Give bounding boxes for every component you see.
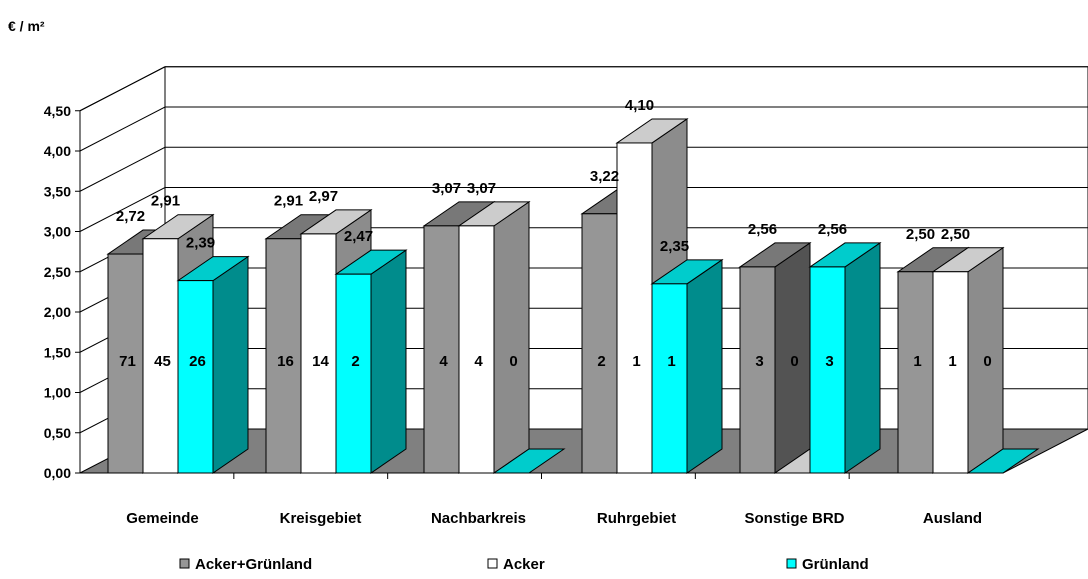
bar-side (686, 258, 723, 474)
bar (650, 258, 724, 474)
legend-swatch (179, 558, 190, 569)
count-label: 4 (439, 353, 448, 370)
count-label: 1 (632, 353, 640, 370)
value-label: 2,56 (818, 221, 847, 238)
x-category-label: Nachbarkreis (431, 510, 526, 527)
y-tick-label: 3,00 (44, 224, 71, 240)
value-label: 3,07 (432, 180, 461, 197)
x-category-label: Ausland (923, 510, 982, 527)
y-tick-label: 1,50 (44, 344, 71, 360)
value-label: 2,50 (906, 226, 935, 243)
bar (492, 448, 566, 474)
value-label: 3,07 (467, 180, 496, 197)
x-category-label: Gemeinde (126, 510, 199, 527)
count-label: 71 (119, 353, 136, 370)
bar-front (809, 266, 846, 474)
bar-front (458, 225, 495, 474)
bar-front (177, 280, 214, 474)
value-label: 2,91 (151, 193, 180, 210)
bar-front (581, 213, 618, 474)
count-label: 0 (509, 353, 517, 370)
bar (808, 241, 882, 474)
legend-label: Acker (503, 556, 545, 573)
bar-front (932, 271, 969, 474)
count-label: 3 (825, 353, 833, 370)
y-tick-label: 0,00 (44, 465, 71, 481)
count-label: 2 (351, 353, 359, 370)
bar (931, 246, 1005, 474)
count-label: 1 (667, 353, 675, 370)
legend-swatch (786, 558, 797, 569)
bar-front (142, 238, 179, 474)
value-label: 2,35 (660, 238, 689, 255)
count-label: 3 (755, 353, 763, 370)
value-label: 2,56 (748, 221, 777, 238)
bar-front (265, 238, 302, 474)
count-label: 0 (983, 353, 991, 370)
bar-front (897, 271, 934, 474)
legend-label: Grünland (802, 556, 869, 573)
count-label: 0 (790, 353, 798, 370)
count-label: 1 (948, 353, 956, 370)
bar-side (370, 249, 407, 474)
value-label: 4,10 (625, 97, 654, 114)
bar-top (492, 448, 566, 474)
legend-label: Acker+Grünland (195, 556, 312, 573)
y-tick-label: 1,00 (44, 385, 71, 401)
bar (457, 200, 531, 474)
y-tick-label: 3,50 (44, 183, 71, 199)
x-category-label: Ruhrgebiet (597, 510, 676, 527)
bar-side (212, 255, 249, 474)
bar-front (335, 273, 372, 474)
bar-side (844, 241, 881, 474)
bar-top (966, 448, 1040, 474)
y-axis-label: € / m² (8, 18, 45, 34)
value-label: 2,91 (274, 193, 303, 210)
y-tick-label: 4,50 (44, 103, 71, 119)
value-label: 2,97 (309, 188, 338, 205)
y-tick-label: 0,50 (44, 425, 71, 441)
y-tick-label: 2,00 (44, 304, 71, 320)
value-label: 3,22 (590, 168, 619, 185)
bar-front (423, 225, 460, 474)
bar (966, 448, 1040, 474)
bar (738, 241, 812, 474)
count-label: 14 (312, 353, 329, 370)
count-label: 4 (474, 353, 483, 370)
bar (176, 255, 250, 474)
count-label: 26 (189, 353, 206, 370)
count-label: 45 (154, 353, 171, 370)
bar (334, 249, 408, 474)
value-label: 2,50 (941, 226, 970, 243)
y-tick-label: 2,50 (44, 264, 71, 280)
count-label: 2 (597, 353, 605, 370)
value-label: 2,72 (116, 208, 145, 225)
y-tick-label: 4,00 (44, 143, 71, 159)
bar-front (107, 253, 144, 474)
count-label: 16 (277, 353, 294, 370)
value-label: 2,39 (186, 235, 215, 252)
bar-side (493, 200, 530, 474)
bar-front (300, 233, 337, 474)
legend-swatch (487, 558, 498, 569)
bar-front (616, 142, 653, 474)
x-category-label: Sonstige BRD (744, 510, 844, 527)
x-category-label: Kreisgebiet (280, 510, 362, 527)
bar-front (651, 283, 688, 474)
bar-front (739, 266, 776, 474)
side-wall-edge (79, 66, 166, 112)
count-label: 1 (913, 353, 921, 370)
value-label: 2,47 (344, 228, 373, 245)
